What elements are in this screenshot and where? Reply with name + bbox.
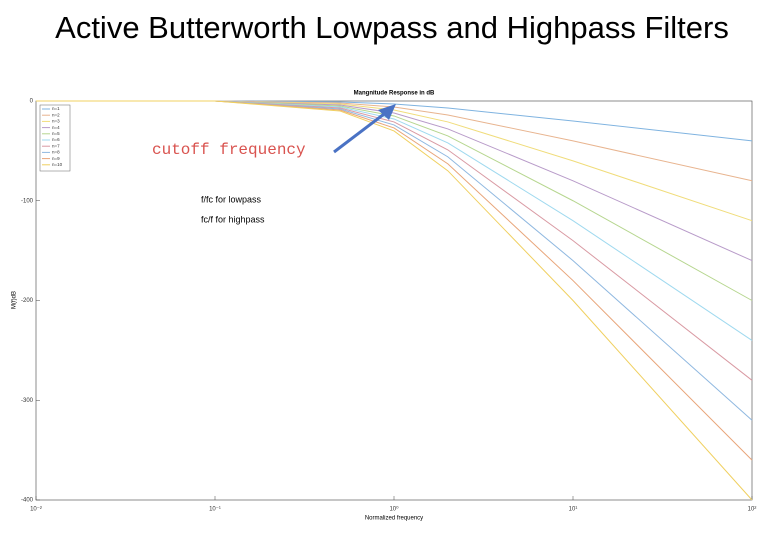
y-axis-label: M(f)dB [12, 291, 18, 309]
y-tick-label: 0 [30, 99, 34, 105]
legend-label: n=8 [52, 150, 60, 155]
x-axis-label: Normalized frequency [365, 516, 423, 522]
legend-label: n=1 [52, 106, 60, 111]
x-tick-label: 10⁻² [30, 507, 42, 513]
chart-title: Mangnitude Response in dB [354, 91, 435, 97]
legend-label: n=6 [52, 137, 60, 142]
x-tick-label: 10² [748, 507, 757, 513]
plot-frame [35, 100, 753, 501]
annotation: cutoff frequency [152, 141, 306, 159]
plot-area: 0 -100 -200 -300 -400 10⁻² 10⁻¹ 10⁰ 10¹ 10² n=1n=2… [21, 99, 756, 513]
y-tick-label: -300 [21, 398, 34, 404]
series-line [36, 100, 753, 341]
series-line [36, 100, 753, 461]
x-tick-label: 10⁻¹ [209, 507, 221, 513]
legend-label: n=5 [52, 131, 60, 136]
legend-label: n=10 [52, 162, 63, 167]
legend-label: n=7 [52, 143, 60, 148]
legend-label: n=9 [52, 156, 60, 161]
arrow-head [378, 104, 396, 120]
x-tick-label: 10¹ [569, 507, 578, 513]
series-line [36, 100, 753, 501]
y-tick-label: -100 [21, 198, 34, 204]
legend-label: n=3 [52, 119, 60, 124]
y-tick-label: -200 [21, 298, 34, 304]
legend-label: n=4 [52, 125, 60, 130]
annotation: f/fc for lowpass [201, 194, 262, 204]
x-tick-label: 10⁰ [389, 506, 399, 513]
legend-label: n=2 [52, 112, 60, 117]
y-tick-label: -400 [21, 498, 34, 504]
slide-title: Active Butterworth Lowpass and Highpass … [55, 10, 729, 45]
arrow [333, 109, 389, 154]
annotation: fc/f for highpass [201, 214, 265, 224]
legend-box [39, 104, 71, 172]
series-line [36, 100, 753, 421]
